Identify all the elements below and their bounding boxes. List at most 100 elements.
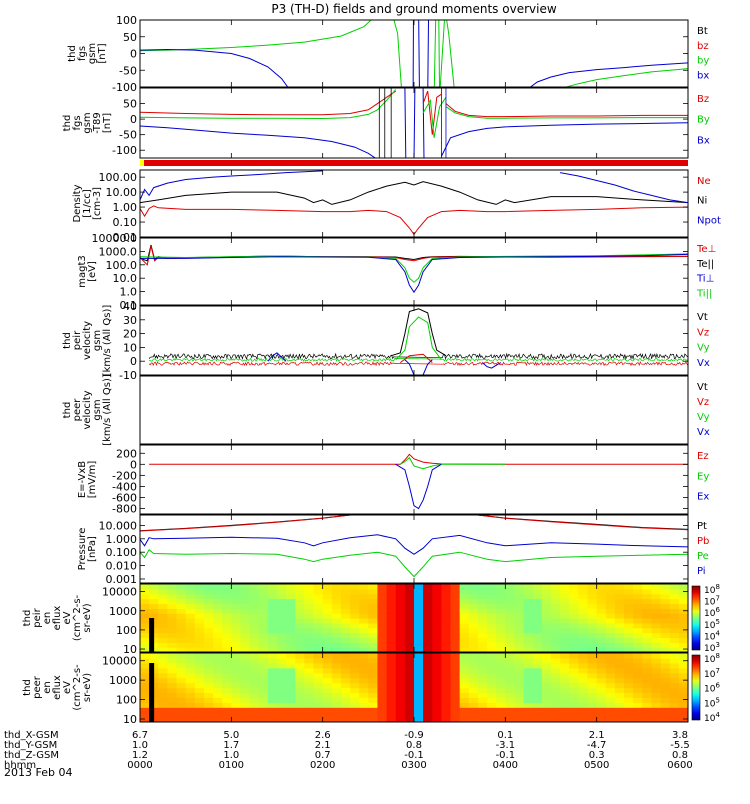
spectrogram-cell (496, 593, 506, 600)
spectrogram-cell (331, 682, 342, 689)
spectrogram-cell (514, 603, 525, 609)
series-group-density (140, 170, 688, 236)
spectrogram-cell (386, 707, 397, 713)
spectrogram-cell (368, 613, 379, 619)
spectrogram-cell (359, 657, 369, 664)
spectrogram-cell (404, 702, 415, 708)
spectrogram-cell (322, 662, 333, 669)
spectrogram-cell (624, 618, 634, 624)
spectrogram-cell (541, 627, 552, 634)
spectrogram-cell (505, 622, 516, 629)
y-tick-label: 0.1 (120, 299, 138, 312)
spectrogram-cell (395, 618, 406, 624)
legend-entry: Vx (697, 427, 710, 438)
spectrogram-cell (505, 613, 516, 619)
spectrogram-cell (377, 613, 388, 619)
spectrogram-cell (596, 662, 607, 669)
spectrogram-cell (505, 598, 516, 605)
spectrogram-cell (313, 627, 324, 634)
spectrogram-cell (322, 677, 333, 684)
spectrogram-cell (359, 667, 369, 674)
spectrogram-cell (468, 647, 479, 652)
spectrogram-cell (450, 717, 461, 722)
spectrogram-cell (322, 687, 333, 694)
spectrogram-cell (258, 584, 269, 590)
spectrogram-cell (313, 603, 324, 609)
spectrogram-cell (596, 584, 607, 590)
spectrogram-cell (286, 653, 296, 659)
spectrogram-cell (167, 677, 178, 684)
spectrogram-cell (331, 697, 342, 703)
spectrogram-cell (569, 677, 579, 684)
spectrogram-cell (404, 707, 415, 713)
footer-value: -0.1 (404, 750, 424, 761)
spectrogram-cell (377, 647, 388, 652)
y-tick-label: 1.000 (106, 533, 138, 546)
spectrogram-cell (459, 682, 470, 689)
spectrogram-cell (240, 707, 251, 713)
spectrogram-cell (368, 603, 379, 609)
spectrogram-cell (514, 608, 525, 614)
spectrogram-cell (551, 608, 561, 614)
spectrogram-cell (258, 608, 269, 614)
spectrogram-cell (368, 692, 379, 698)
spectrogram-cell (277, 657, 287, 664)
legend-entry: Pt (697, 521, 707, 532)
spectrogram-cell (651, 653, 662, 659)
spectrogram-cell (468, 682, 479, 689)
y-tick-label: 100.0 (106, 259, 138, 272)
spectrogram-cell (167, 588, 178, 595)
spectrogram-cell (249, 657, 260, 664)
spectrogram-cell (532, 608, 543, 614)
spectrogram-cell (386, 697, 397, 703)
spectrogram-cell (158, 707, 168, 713)
spectrogram-cell (651, 682, 662, 689)
spectrogram-cell (213, 712, 223, 718)
spectrogram-cell (304, 677, 315, 684)
footer-value: -3.1 (496, 740, 516, 751)
spectrogram-cell (624, 588, 634, 595)
spectrogram-cell (368, 717, 379, 722)
y-tick-label: -600 (112, 491, 137, 504)
spectrogram-cell (295, 637, 305, 643)
spectrogram-cell (450, 613, 461, 619)
spectrogram-cell (404, 608, 415, 614)
series-line (140, 253, 688, 294)
spectrogram-cell (322, 588, 333, 595)
spectrogram-cell (222, 598, 232, 605)
spectrogram-cell (578, 702, 589, 708)
spectrogram-cell (213, 667, 223, 674)
spectrogram-cell (222, 657, 232, 664)
spectrogram-cell (331, 653, 342, 659)
spectrogram-cell (605, 642, 616, 648)
series-line (399, 353, 433, 363)
spectrogram-cell (678, 613, 688, 619)
spectrogram-cell (140, 712, 150, 718)
spectrogram-cell (295, 687, 305, 694)
spectrogram-cell (441, 588, 452, 595)
spectrogram-cell (231, 717, 242, 722)
y-axis-label: sr-eV) (82, 603, 93, 632)
footer-value: -0.9 (404, 730, 424, 741)
spectrogram-cell (295, 662, 305, 669)
legend-entry: By (697, 115, 710, 126)
spectrogram-cell (368, 682, 379, 689)
spectrogram-cell (368, 593, 379, 600)
spectrogram-cell (505, 707, 516, 713)
spectrogram-cell (596, 627, 607, 634)
spectrogram-cell (496, 642, 506, 648)
spectrogram-cell (532, 712, 543, 718)
spectrogram-cell (304, 593, 315, 600)
series-group-fgs (140, 20, 688, 87)
spectrogram-cell (277, 593, 287, 600)
spectrogram-cell (313, 712, 324, 718)
spectrogram-cell (377, 717, 388, 722)
spectrogram-cell (222, 627, 232, 634)
spectrogram-cell (587, 622, 598, 629)
y-axis-label: thd (62, 402, 73, 419)
spectrogram-cell (331, 687, 342, 694)
spectrogram-cell (231, 642, 242, 648)
spectrogram-cell (487, 632, 497, 639)
spectrogram-cell (359, 697, 369, 703)
spectrogram-cell (459, 642, 470, 648)
